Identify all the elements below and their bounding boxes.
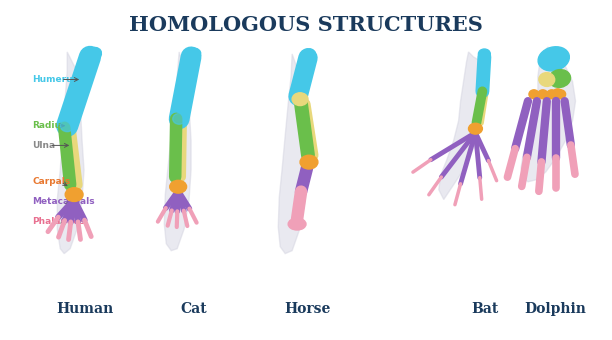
Ellipse shape (288, 218, 306, 230)
Text: Bat: Bat (472, 302, 499, 316)
Ellipse shape (539, 73, 554, 86)
Text: Dolphin: Dolphin (524, 302, 587, 316)
Ellipse shape (556, 90, 565, 99)
Ellipse shape (60, 120, 74, 132)
Ellipse shape (538, 90, 548, 99)
Text: Cat: Cat (181, 302, 207, 316)
Ellipse shape (538, 47, 569, 71)
Ellipse shape (469, 123, 482, 134)
Text: Humerus: Humerus (32, 75, 78, 84)
Text: Human: Human (56, 302, 114, 316)
Text: Radius: Radius (32, 121, 67, 130)
Ellipse shape (170, 180, 187, 193)
Ellipse shape (84, 48, 102, 62)
Text: HOMOLOGOUS STRUCTURES: HOMOLOGOUS STRUCTURES (129, 15, 483, 35)
Ellipse shape (185, 48, 201, 62)
Ellipse shape (549, 70, 570, 87)
Ellipse shape (547, 90, 557, 99)
Ellipse shape (479, 49, 490, 59)
Polygon shape (439, 52, 488, 200)
Polygon shape (521, 47, 575, 182)
Ellipse shape (292, 93, 308, 106)
Text: Phalanges: Phalanges (32, 217, 86, 226)
Ellipse shape (65, 188, 83, 202)
Polygon shape (278, 54, 308, 254)
Ellipse shape (553, 89, 562, 98)
Ellipse shape (300, 155, 318, 169)
Ellipse shape (300, 49, 315, 61)
Polygon shape (58, 52, 84, 254)
Text: Metacarpals: Metacarpals (32, 197, 95, 206)
Polygon shape (164, 52, 191, 251)
Text: Ulna: Ulna (32, 141, 56, 150)
Text: Carpals: Carpals (32, 177, 71, 186)
Ellipse shape (529, 90, 539, 99)
Text: Horse: Horse (284, 302, 330, 316)
Ellipse shape (173, 114, 185, 124)
